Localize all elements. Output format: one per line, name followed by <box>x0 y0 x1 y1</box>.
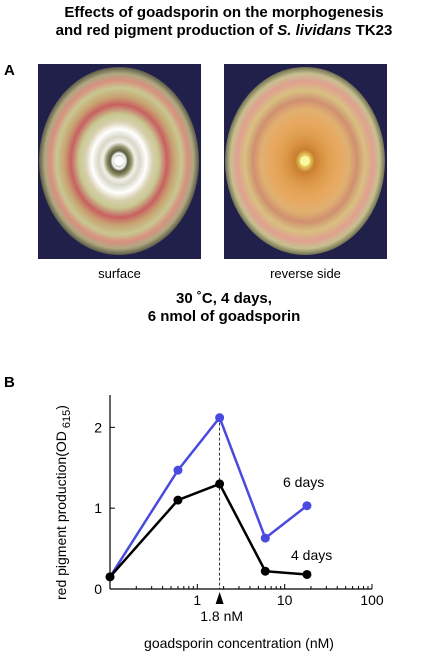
x-tick-label: 10 <box>277 592 293 608</box>
panel-b-label: B <box>4 374 15 391</box>
title-line-1: Effects of goadsporin on the morphogenes… <box>64 4 384 21</box>
x-tick-label: 1 <box>193 592 201 608</box>
y-label-subscript: 615 <box>61 410 73 431</box>
series-label: 4 days <box>291 547 332 563</box>
series-point <box>215 413 225 423</box>
y-axis-label: red pigment production(OD 615) <box>53 405 73 600</box>
x-tick-label: 100 <box>360 592 384 608</box>
chart-axes: 0 1 2 1 10 100 <box>94 395 384 608</box>
series-point <box>260 533 270 543</box>
line-chart: 0 1 2 1 10 100 1.8 nM 6 days 4 days red pigmen… <box>53 395 384 651</box>
series-label: 6 days <box>283 474 324 490</box>
series-point <box>173 495 183 505</box>
condition-line-1: 30 ˚C, 4 days, <box>176 290 272 307</box>
plate-reverse-label: reverse side <box>270 266 341 281</box>
plate-surface-image <box>38 64 201 259</box>
series-point <box>302 569 312 579</box>
y-tick-label: 0 <box>94 581 102 597</box>
plate-surface-photo <box>38 64 201 259</box>
title-line-2: and red pigment production of S. lividan… <box>0 22 448 40</box>
plate-reverse-photo <box>224 64 387 259</box>
y-label-close: ) <box>53 405 69 410</box>
series-point <box>260 566 270 576</box>
annotation-arrow <box>215 592 224 604</box>
figure-title: Effects of goadsporin on the morphogenes… <box>0 4 448 40</box>
plate-reverse-image <box>224 64 387 259</box>
species-name: S. lividans <box>277 22 352 39</box>
plate-surface-label: surface <box>98 266 141 281</box>
annotation-label: 1.8 nM <box>200 608 243 624</box>
title-line-2-suffix: TK23 <box>351 22 393 39</box>
chart-series: 6 days 4 days <box>105 413 332 582</box>
series-point <box>105 572 115 582</box>
series-point <box>173 465 183 475</box>
x-axis-label: goadsporin concentration (nM) <box>144 635 334 651</box>
chart-annotation: 1.8 nM <box>200 417 243 624</box>
series-line <box>108 415 308 578</box>
y-tick-label: 1 <box>94 500 102 516</box>
y-label-main: red pigment production(OD <box>53 431 69 600</box>
condition-line-2: 6 nmol of goadsporin <box>147 308 301 325</box>
y-tick-label: 2 <box>94 419 102 435</box>
title-line-2-prefix: and red pigment production of <box>55 22 278 39</box>
series-point <box>302 501 312 511</box>
panel-a-label: A <box>4 62 15 79</box>
series-point <box>215 479 225 489</box>
